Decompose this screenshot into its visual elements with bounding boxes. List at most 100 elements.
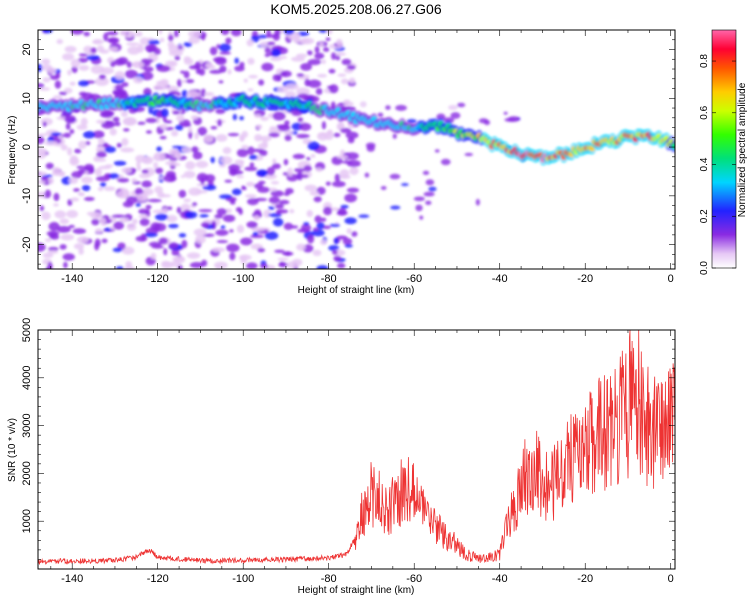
spectrogram-noise-blob <box>180 203 191 212</box>
spectrogram-noise-blob <box>314 215 322 223</box>
spectrogram-noise-blob <box>78 192 85 197</box>
spectrogram-noise-blob <box>336 235 348 240</box>
spectrogram-noise-blob <box>283 30 295 35</box>
spectrogram-noise-blob <box>144 232 158 238</box>
spectrogram-noise-blob <box>297 93 309 100</box>
spectrogram-noise-blob <box>183 42 193 47</box>
spectrogram-noise-blob <box>475 198 481 206</box>
spectrogram-noise-blob <box>319 42 324 48</box>
spectrogram-noise-blob <box>337 73 347 77</box>
spectrogram-noise-blob <box>168 242 179 249</box>
spectrogram-noise-blob <box>268 196 280 204</box>
spectrogram-noise-blob <box>220 225 226 229</box>
spectrogram-noise-blob <box>284 120 290 126</box>
spectrogram-noise-blob <box>58 135 63 139</box>
spectrogram-noise-blob <box>390 205 401 210</box>
spectrogram-noise-blob <box>264 231 279 240</box>
x-tick-label: -120 <box>147 573 169 585</box>
spectrogram-noise-blob <box>145 204 152 210</box>
spectrogram-noise-blob <box>303 165 312 172</box>
spectrogram-noise-blob <box>108 46 119 52</box>
spectrogram-noise-blob <box>270 190 284 197</box>
spectrogram-noise-blob <box>218 80 224 84</box>
spectrogram-noise-blob <box>135 203 141 207</box>
spectrogram-noise-blob <box>161 108 169 118</box>
spectrogram-noise-blob <box>214 214 223 219</box>
spectrogram-noise-blob <box>269 126 277 130</box>
x-tick-label: -80 <box>321 573 337 585</box>
spectrogram-noise-blob <box>236 148 249 158</box>
spectrogram-noise-blob <box>121 167 132 174</box>
spectrogram-noise-blob <box>77 57 89 63</box>
spectrogram-noise-blob <box>59 244 67 250</box>
spectrogram-noise-blob <box>313 196 322 203</box>
spectrogram-noise-blob <box>131 61 139 68</box>
spectrogram-noise-blob <box>222 147 232 155</box>
spectrogram-noise-blob <box>274 30 281 37</box>
spectrogram-noise-blob <box>337 263 346 269</box>
spectrogram-noise-blob <box>377 112 384 117</box>
spectrogram-noise-blob <box>253 215 260 221</box>
spectrogram-noise-blob <box>309 190 320 196</box>
spectrogram-noise-blob <box>113 221 125 230</box>
spectrogram-noise-blob <box>78 53 88 57</box>
spectrogram-noise-blob <box>335 55 341 61</box>
spectrogram-noise-blob <box>195 234 206 244</box>
snr-frame <box>37 329 676 570</box>
spectrogram-noise-blob <box>419 215 424 220</box>
spectrogram-noise-blob <box>173 30 179 38</box>
spectrogram-noise-blob <box>342 237 353 245</box>
spectrogram-noise-blob <box>425 179 435 186</box>
spectrogram-noise-blob <box>264 53 271 58</box>
spectrogram-noise-blob <box>63 132 71 138</box>
spectrogram-noise-blob <box>126 61 133 68</box>
x-tick-label: -80 <box>321 273 337 285</box>
spectrogram-noise-blob <box>93 156 100 162</box>
spectrogram-noise-blob <box>245 181 255 187</box>
spectrogram-noise-blob <box>346 187 360 193</box>
spectrogram-noise-blob <box>68 224 75 229</box>
x-tick-label: -40 <box>492 573 508 585</box>
spectrogram-noise-blob <box>86 54 100 61</box>
spectrogram-noise-blob <box>259 263 268 269</box>
spectrogram-noise-blob <box>236 224 245 234</box>
spectrogram-noise-blob <box>188 127 193 133</box>
spectrogram-noise-blob <box>334 237 339 245</box>
spectrogram-noise-blob <box>260 116 269 121</box>
spectrogram-noise-blob <box>150 252 157 260</box>
spectrogram-noise-blob <box>78 65 90 71</box>
spectrogram-noise-blob <box>316 222 325 230</box>
spectrogram-noise-blob <box>62 53 75 61</box>
spectrogram-noise-blob <box>168 34 174 42</box>
spectrogram-noise-blob <box>186 252 201 259</box>
spectrogram-noise-blob <box>252 227 266 232</box>
spectrogram-noise-blob <box>272 158 277 164</box>
spectrogram-noise-blob <box>207 65 216 70</box>
spectrogram-noise-blob <box>331 181 346 188</box>
spectrogram-noise-blob <box>275 203 284 209</box>
spectrogram-noise-blob <box>274 249 285 254</box>
spectrogram-noise-blob <box>315 88 323 95</box>
spectrogram-noise-blob <box>307 79 322 88</box>
spectrogram-noise-blob <box>335 38 343 47</box>
spectrogram-noise-blob <box>257 247 266 253</box>
x-tick-label: -60 <box>406 273 422 285</box>
spectrogram-noise-blob <box>178 189 187 198</box>
x-tick-label: -140 <box>61 273 83 285</box>
spectrogram-noise-blob <box>340 127 352 134</box>
spectrogram-noise-blob <box>211 247 226 253</box>
y-tick-label: -10 <box>21 188 33 204</box>
spectrogram-noise-blob <box>183 58 194 65</box>
y-tick-label: -20 <box>21 237 33 253</box>
spectrogram-noise-blob <box>239 160 244 169</box>
spectrogram-noise-blob <box>136 193 149 202</box>
spectrogram-noise-blob <box>257 34 268 39</box>
spectrogram-noise-blob <box>114 71 125 80</box>
spectrogram-noise-blob <box>44 238 52 243</box>
spectrogram-noise-blob <box>247 146 255 155</box>
spectrogram-noise-blob <box>256 169 268 177</box>
spectrogram-noise-blob <box>323 206 333 216</box>
colorbar-tick-label: 0.8 <box>699 54 710 68</box>
spectrogram-noise-blob <box>64 45 77 53</box>
